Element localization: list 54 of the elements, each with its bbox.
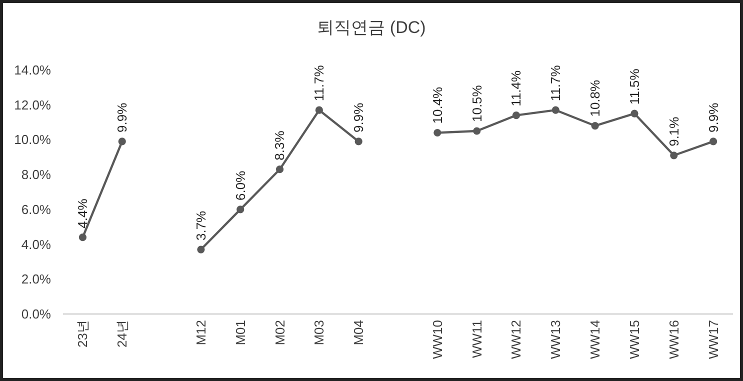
point xyxy=(276,166,284,174)
chart-title: 퇴직연금 (DC) xyxy=(317,18,426,37)
data-label: 3.7% xyxy=(193,210,208,241)
point xyxy=(315,106,323,114)
point xyxy=(709,138,718,146)
point xyxy=(236,206,244,214)
x-tick-label: WW16 xyxy=(666,320,682,359)
data-label: 11.7% xyxy=(548,64,564,102)
x-tick-label: WW10 xyxy=(430,320,445,359)
x-tick-label: 23년 xyxy=(75,320,90,348)
data-label: 8.3% xyxy=(272,130,288,160)
y-tick-label: 0.0% xyxy=(21,306,52,322)
x-tick-label: 24년 xyxy=(114,320,130,348)
point xyxy=(197,246,205,254)
data-label: 6.0% xyxy=(232,170,248,200)
x-tick-label: M03 xyxy=(312,320,327,346)
x-tick-label: WW14 xyxy=(588,320,603,359)
data-label: 9.9% xyxy=(706,102,721,132)
y-tick-label: 14.0% xyxy=(14,62,52,78)
x-tick-label: WW11 xyxy=(469,320,484,358)
data-label: 9.9% xyxy=(351,102,366,132)
data-label: 10.5% xyxy=(469,84,484,122)
data-label: 11.5% xyxy=(626,68,642,105)
y-tick-label: 2.0% xyxy=(21,272,52,287)
x-tick-label: WW12 xyxy=(508,320,524,359)
data-label: 10.8% xyxy=(588,79,603,117)
x-tick-label: M01 xyxy=(232,320,248,346)
y-tick-label: 8.0% xyxy=(21,167,52,182)
point xyxy=(670,152,678,160)
x-tick-label: M02 xyxy=(272,320,288,346)
point xyxy=(118,138,126,146)
data-label: 11.7% xyxy=(312,64,327,102)
data-label: 9.1% xyxy=(666,116,682,146)
point xyxy=(552,106,560,114)
x-tick-label: M12 xyxy=(193,320,208,346)
data-label: 9.9% xyxy=(114,102,130,132)
x-tick-label: WW13 xyxy=(548,320,564,359)
x-tick-label: M04 xyxy=(351,320,366,346)
data-label: 11.4% xyxy=(508,70,524,106)
point xyxy=(78,234,87,242)
y-tick-label: 12.0% xyxy=(14,97,52,112)
point xyxy=(512,112,520,120)
point xyxy=(591,122,599,130)
y-tick-label: 10.0% xyxy=(14,132,52,148)
x-tick-label: WW17 xyxy=(706,320,721,359)
data-label: 4.4% xyxy=(75,198,90,228)
point xyxy=(473,127,481,135)
x-tick-label: WW15 xyxy=(626,320,642,359)
point xyxy=(434,128,442,137)
point xyxy=(354,138,362,146)
point xyxy=(630,110,638,118)
y-tick-label: 6.0% xyxy=(21,202,52,217)
y-tick-label: 4.0% xyxy=(21,236,52,252)
data-label: 10.4% xyxy=(430,86,445,124)
